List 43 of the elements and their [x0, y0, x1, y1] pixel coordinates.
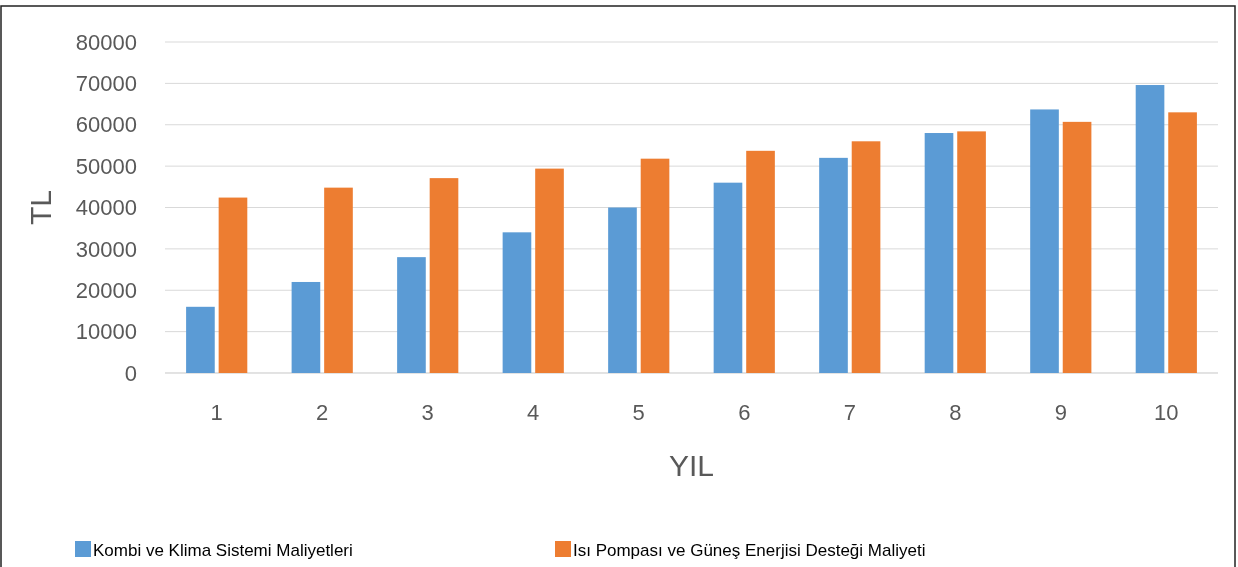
bar — [608, 207, 637, 373]
x-axis-title: YIL — [668, 448, 715, 482]
x-tick-label: 4 — [527, 399, 540, 425]
x-tick-label: 7 — [843, 399, 856, 425]
y-tick-label: 50000 — [75, 153, 137, 179]
bar — [819, 157, 848, 373]
bar — [502, 232, 532, 373]
bar — [924, 133, 954, 373]
bar — [851, 141, 881, 373]
bar — [1030, 109, 1059, 373]
x-tick-label: 9 — [1054, 399, 1067, 425]
legend-label: Isı Pompası ve Güneş Enerjisi Desteği Maliyeti — [573, 540, 926, 560]
legend-label: Kombi ve Klima Sistemi Maliyetleri — [93, 540, 353, 560]
bar — [640, 158, 670, 373]
bar — [218, 197, 248, 373]
bar — [291, 281, 321, 373]
bar — [324, 187, 353, 373]
x-tick-label: 1 — [210, 399, 223, 425]
x-tick-label: 5 — [632, 399, 645, 425]
y-tick-label: 40000 — [75, 195, 137, 221]
y-tick-label: 30000 — [75, 236, 137, 262]
bar — [397, 257, 426, 373]
y-axis-title: TL — [23, 189, 57, 226]
x-tick-label: 3 — [421, 399, 434, 425]
bar — [1062, 121, 1092, 373]
x-tick-label: 6 — [738, 399, 751, 425]
x-tick-label: 10 — [1154, 399, 1179, 425]
y-tick-label: 70000 — [75, 71, 137, 97]
bar — [713, 182, 743, 373]
x-tick-label: 8 — [949, 399, 962, 425]
bar — [1135, 85, 1165, 373]
y-tick-label: 20000 — [75, 277, 137, 303]
y-tick-label: 0 — [124, 360, 137, 386]
bar — [429, 178, 459, 373]
y-tick-label: 80000 — [75, 29, 137, 55]
y-tick-label: 60000 — [75, 112, 137, 138]
bar — [746, 150, 775, 373]
bar — [186, 306, 215, 373]
y-tick-label: 10000 — [75, 319, 137, 345]
bar — [1168, 112, 1197, 373]
x-tick-label: 2 — [316, 399, 329, 425]
bar — [957, 131, 986, 373]
bar — [535, 168, 564, 373]
